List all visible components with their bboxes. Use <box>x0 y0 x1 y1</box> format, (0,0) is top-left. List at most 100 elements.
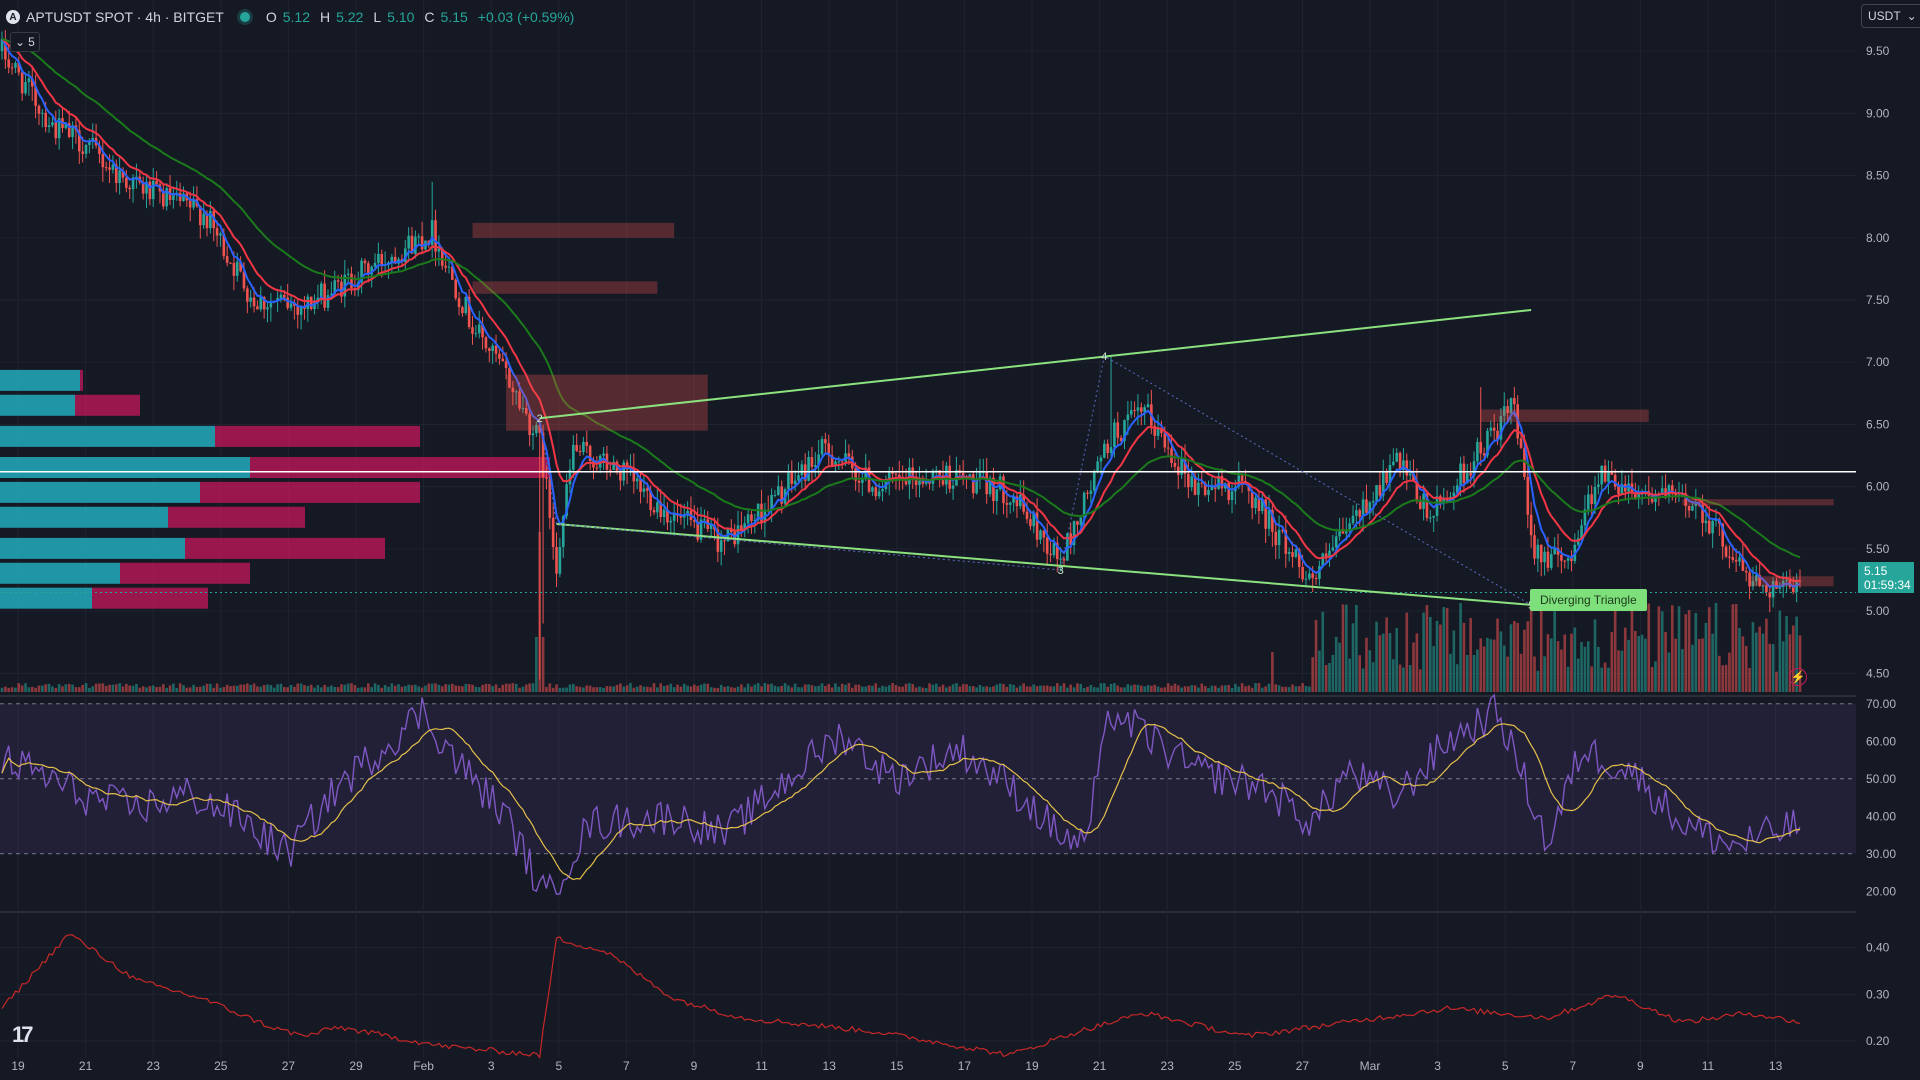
volume-bar <box>1022 683 1025 692</box>
candle-body <box>887 471 891 481</box>
volume-profile-bar <box>0 587 92 609</box>
volume-bar <box>380 687 384 692</box>
volume-bar <box>1755 632 1758 692</box>
volume-bar <box>763 683 767 692</box>
volume-bar <box>1576 658 1580 692</box>
volume-bar <box>572 684 575 692</box>
volume-bar <box>504 683 508 692</box>
candle-body <box>114 164 118 184</box>
pattern-label[interactable]: Diverging Triangle <box>1530 589 1647 611</box>
price-tick-label: 6.00 <box>1866 480 1890 494</box>
volume-bar <box>494 684 498 692</box>
volume-bar <box>669 683 673 692</box>
candle-body <box>1748 572 1751 587</box>
candle-body <box>632 467 636 482</box>
volume-bar <box>1166 683 1170 692</box>
volume-bar <box>403 686 407 692</box>
volume-bar <box>1297 686 1301 692</box>
candle-body <box>555 547 558 574</box>
candle-body <box>541 432 545 478</box>
volume-bar <box>155 686 158 692</box>
currency-select[interactable]: USDT ⌄ <box>1861 4 1920 28</box>
volume-bar <box>360 687 363 692</box>
volume-bar <box>635 686 639 692</box>
price-tick-label: 5.50 <box>1866 542 1890 556</box>
volume-bar <box>1687 610 1691 692</box>
volume-bar <box>1607 667 1610 692</box>
volume-bar <box>1694 613 1698 692</box>
candle-body <box>1146 404 1150 408</box>
candle-body <box>961 472 965 478</box>
candle-body <box>471 327 474 334</box>
candle-body <box>1052 542 1056 556</box>
candle-body <box>1365 499 1368 513</box>
volume-bar <box>1489 639 1493 692</box>
candle-body <box>834 461 837 466</box>
candle-body <box>1082 492 1086 518</box>
candle-body <box>293 303 296 306</box>
candle-body <box>1724 546 1728 557</box>
tradingview-logo[interactable]: 17 <box>12 1022 34 1047</box>
candle-body <box>1402 460 1405 471</box>
volume-bar <box>1328 662 1331 692</box>
candle-body <box>0 38 4 52</box>
volume-bar <box>64 684 68 692</box>
candle-body <box>565 484 568 517</box>
volume-bar <box>565 687 568 692</box>
volume-bar <box>1513 620 1516 692</box>
volume-profile-bar <box>80 369 83 391</box>
volume-bar <box>887 685 891 692</box>
candle-body <box>837 461 841 463</box>
volume-bar <box>1597 646 1600 692</box>
supply-zone <box>1682 499 1834 506</box>
volume-bar <box>541 637 545 692</box>
candle-body <box>1103 443 1106 458</box>
indicators-collapse-button[interactable]: ⌄ 5 <box>10 32 40 52</box>
candle-body <box>1375 485 1378 501</box>
candle-body <box>1627 483 1630 492</box>
volume-bar <box>1482 646 1486 692</box>
volume-bar <box>934 683 938 692</box>
x-tick-label: 15 <box>890 1059 904 1073</box>
x-tick-label: 7 <box>623 1059 630 1073</box>
candle-body <box>1734 559 1738 562</box>
volume-bar <box>1634 630 1637 692</box>
volume-bar <box>995 684 999 692</box>
volume-bar <box>1052 686 1056 692</box>
candle-body <box>336 280 340 282</box>
volume-bar <box>1455 664 1459 692</box>
volume-bar <box>871 685 874 692</box>
volume-bar <box>407 684 410 692</box>
volume-bar <box>820 683 824 692</box>
candle-body <box>474 333 478 335</box>
candle-body <box>1237 475 1241 487</box>
volume-bar <box>551 687 555 692</box>
volume-bar <box>306 686 310 692</box>
candle-body <box>1479 441 1483 454</box>
volume-bar <box>602 687 605 692</box>
candle-body <box>1539 544 1543 563</box>
candle-body <box>1230 491 1234 501</box>
volume-bar <box>1351 623 1355 692</box>
volume-bar <box>225 684 229 692</box>
candle-body <box>588 445 592 462</box>
volume-bar <box>1072 687 1076 692</box>
volume-bar <box>1082 687 1086 692</box>
volume-bar <box>272 687 276 692</box>
low-label: L <box>373 9 382 25</box>
volume-bar <box>286 687 289 692</box>
candle-body <box>723 540 726 542</box>
x-tick-label: 21 <box>1093 1059 1107 1073</box>
pattern-lower-line <box>556 523 1532 606</box>
x-tick-label: 27 <box>282 1059 296 1073</box>
candle-body <box>1156 427 1160 436</box>
volume-bar <box>945 687 948 692</box>
volume-bar <box>477 687 481 692</box>
lightning-icon[interactable]: ⚡ <box>1789 668 1807 686</box>
volume-bar <box>672 687 676 692</box>
symbol-title[interactable]: APTUSDT SPOT · 4h · BITGET <box>26 9 224 25</box>
volume-profile <box>0 369 550 609</box>
volume-bar <box>719 684 723 692</box>
volume-bar <box>451 683 454 692</box>
